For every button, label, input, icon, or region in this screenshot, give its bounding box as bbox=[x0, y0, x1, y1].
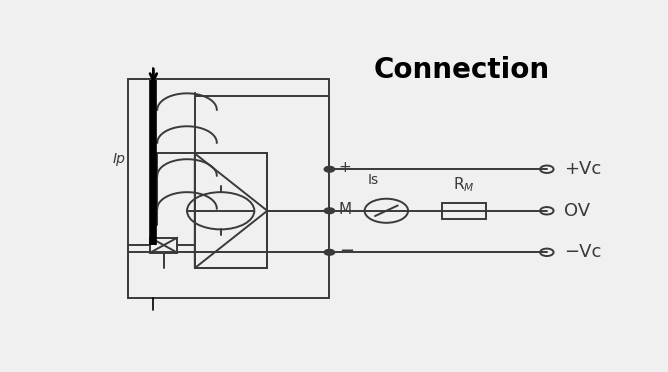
Text: OV: OV bbox=[564, 202, 590, 220]
Circle shape bbox=[324, 166, 335, 172]
Bar bbox=[150, 238, 177, 253]
Bar bbox=[128, 79, 329, 298]
Text: Is: Is bbox=[368, 173, 379, 187]
Circle shape bbox=[324, 208, 335, 214]
Text: −: − bbox=[339, 243, 354, 260]
Text: R$_M$: R$_M$ bbox=[453, 175, 475, 194]
Text: M: M bbox=[339, 202, 352, 217]
Text: Connection: Connection bbox=[373, 57, 550, 84]
Text: +Vc: +Vc bbox=[564, 160, 601, 178]
Bar bbox=[442, 203, 486, 219]
Text: Ip: Ip bbox=[112, 152, 125, 166]
Text: +: + bbox=[339, 160, 351, 175]
Text: −Vc: −Vc bbox=[564, 243, 601, 261]
Circle shape bbox=[324, 250, 335, 255]
Bar bbox=[195, 154, 267, 268]
